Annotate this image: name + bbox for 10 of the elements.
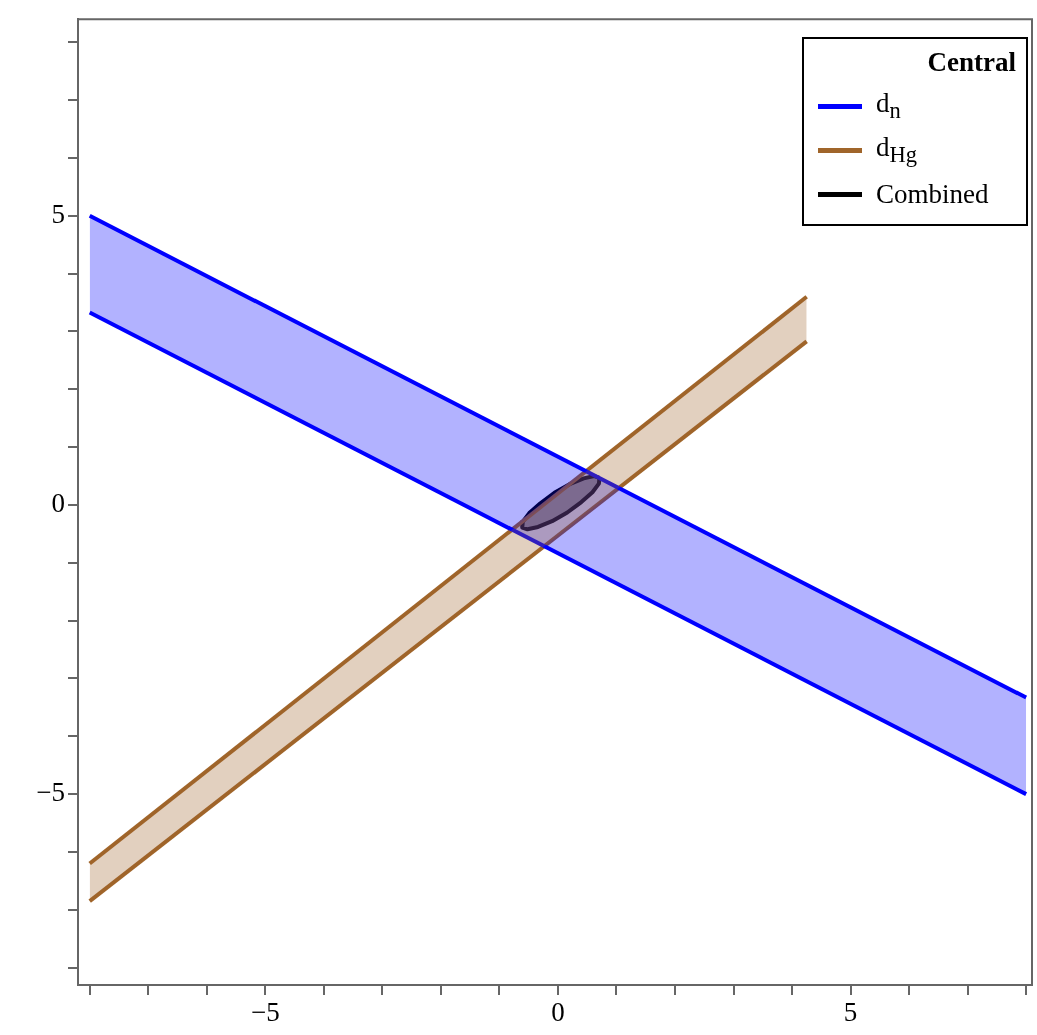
legend-title: Central <box>926 47 1016 80</box>
x-tick-label: 5 <box>843 997 858 1028</box>
legend-label: d$_{Hg}$ <box>876 131 918 169</box>
y-tick-label: 0 <box>51 488 65 519</box>
y-tick-label: −5 <box>36 777 65 808</box>
legend-label: Combined <box>876 178 990 210</box>
y-tick-label: 5 <box>51 198 65 229</box>
legend-label: d$_{n}$ <box>876 87 902 125</box>
x-tick-label: 0 <box>551 997 565 1028</box>
x-tick-label: −5 <box>250 997 280 1028</box>
